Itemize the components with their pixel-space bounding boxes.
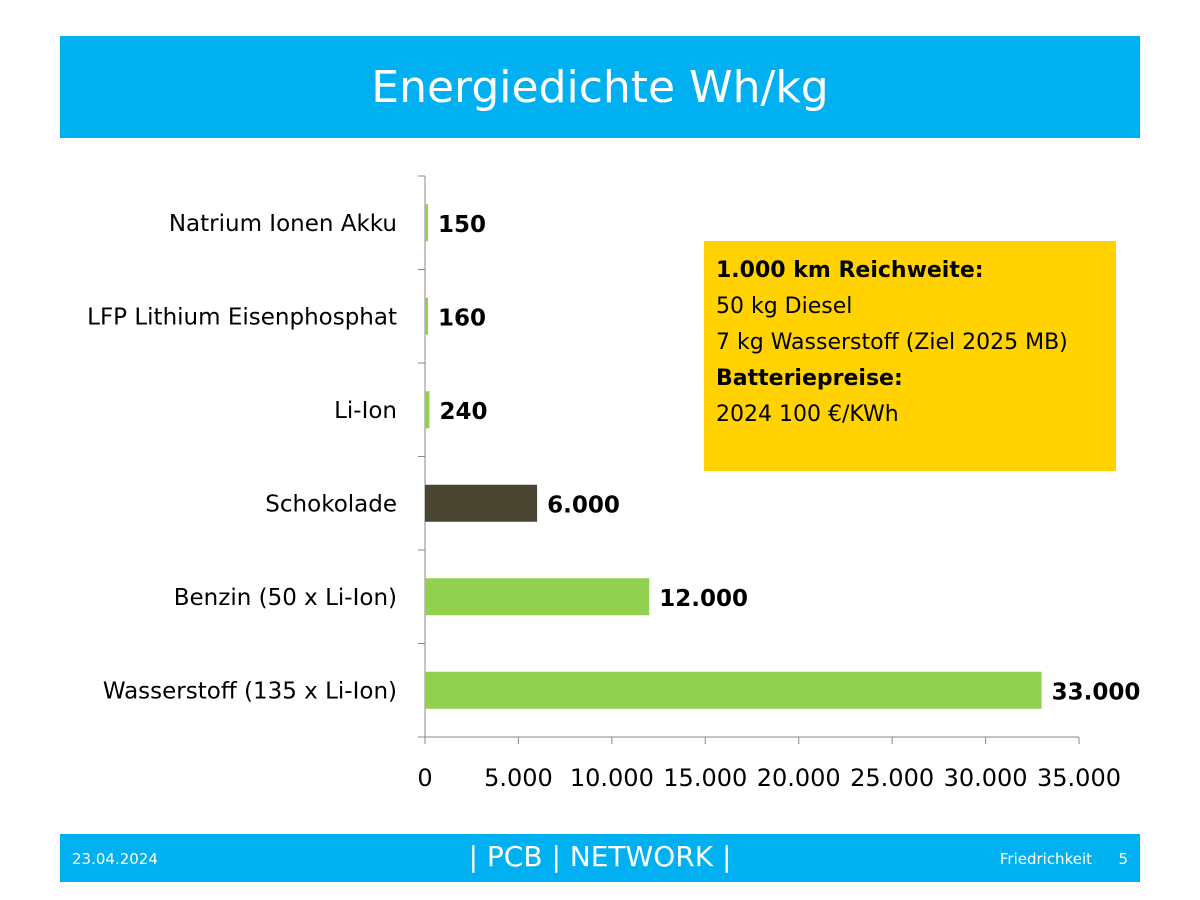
data-label: 160 — [438, 305, 486, 331]
bar — [425, 297, 428, 335]
info-line-price-2024: 2024 100 €/KWh — [716, 402, 899, 427]
x-tick-label: 20.000 — [757, 764, 841, 792]
footer-date: 23.04.2024 — [72, 850, 158, 868]
bar — [425, 484, 538, 522]
category-label: Li-Ion — [334, 398, 397, 424]
x-tick-label: 15.000 — [663, 764, 747, 792]
category-label: Natrium Ionen Akku — [169, 211, 397, 237]
category-label: Wasserstoff (135 x Li-Ion) — [103, 678, 397, 704]
data-label: 33.000 — [1052, 679, 1141, 705]
x-tick-label: 30.000 — [944, 764, 1028, 792]
bar — [425, 204, 428, 242]
info-line-hydrogen: 7 kg Wasserstoff (Ziel 2025 MB) — [716, 330, 1068, 355]
footer-author: Friedrichkeit — [999, 850, 1092, 868]
category-label: Schokolade — [265, 491, 397, 517]
bar — [425, 671, 1042, 709]
footer-bar: 23.04.2024 | PCB | NETWORK | Friedrichke… — [60, 834, 1140, 882]
data-label: 150 — [438, 212, 486, 238]
page-title: Energiedichte Wh/kg — [371, 61, 829, 113]
info-line-battery-prices: Batteriepreise: — [716, 366, 903, 391]
data-label: 240 — [439, 399, 487, 425]
info-box: 1.000 km Reichweite: 50 kg Diesel 7 kg W… — [704, 241, 1116, 471]
x-tick-label: 25.000 — [850, 764, 934, 792]
footer-brand: | PCB | NETWORK | — [468, 840, 732, 873]
category-label: Benzin (50 x Li-Ion) — [174, 585, 397, 611]
info-line-diesel: 50 kg Diesel — [716, 294, 853, 319]
data-label: 6.000 — [547, 492, 620, 518]
category-label: LFP Lithium Eisenphosphat — [87, 304, 397, 330]
x-tick-label: 10.000 — [570, 764, 654, 792]
bar — [425, 391, 430, 429]
bar — [425, 578, 650, 616]
page-number: 5 — [1118, 850, 1128, 868]
x-tick-label: 5.000 — [484, 764, 553, 792]
x-tick-label: 0 — [417, 764, 432, 792]
data-label: 12.000 — [659, 586, 748, 612]
title-bar: Energiedichte Wh/kg — [60, 36, 1140, 138]
info-line-range: 1.000 km Reichweite: — [716, 258, 984, 283]
x-tick-label: 35.000 — [1037, 764, 1121, 792]
